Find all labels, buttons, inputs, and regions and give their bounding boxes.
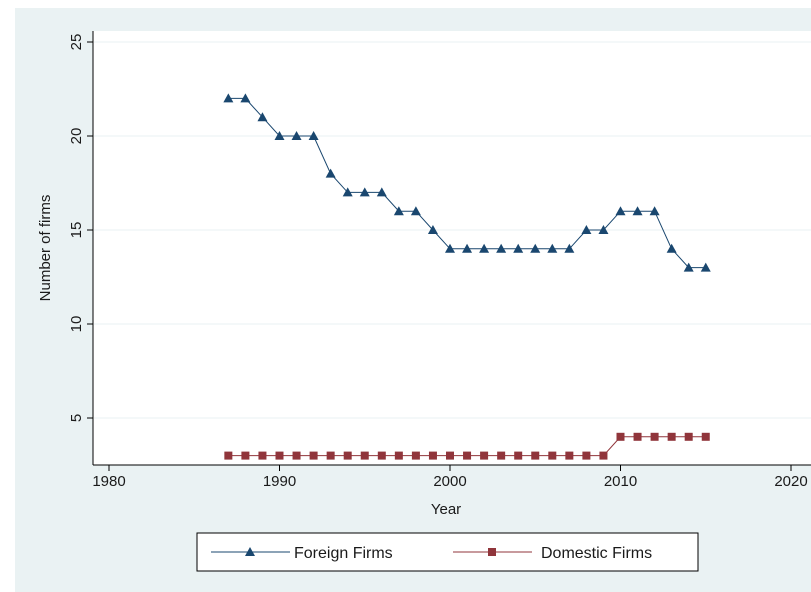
data-point-square	[548, 451, 557, 460]
ticks: 5 10 15 20 25 1980 1990 2000 2010 2020	[68, 34, 808, 490]
data-point-triangle	[479, 243, 490, 253]
data-point-square	[633, 432, 642, 441]
legend-label-domestic-firms: Domestic Firms	[541, 545, 652, 562]
data-point-triangle	[700, 262, 711, 272]
series-domestic-firms	[224, 432, 710, 460]
data-point-triangle	[666, 243, 677, 253]
data-point-triangle	[513, 243, 524, 253]
data-point-square	[224, 451, 233, 460]
data-point-triangle	[308, 131, 319, 140]
x-tick-label: 1980	[92, 473, 125, 490]
y-tick-label: 5	[68, 414, 85, 422]
data-point-triangle	[223, 93, 234, 103]
data-point-triangle	[615, 206, 626, 216]
y-tick-label: 25	[68, 34, 85, 51]
data-point-square	[275, 451, 284, 460]
data-point-square	[463, 451, 472, 460]
axes	[92, 31, 811, 466]
y-axis-title: Number of firms	[37, 195, 54, 302]
y-tick-label: 10	[68, 316, 85, 333]
data-point-square	[394, 451, 403, 460]
data-point-triangle	[547, 243, 558, 253]
data-point-square	[565, 451, 574, 460]
data-point-triangle	[240, 93, 251, 103]
legend: Foreign Firms Domestic Firms	[196, 532, 699, 572]
data-point-triangle	[274, 131, 285, 140]
data-point-triangle	[342, 187, 353, 197]
x-tick-label: 2010	[604, 473, 637, 490]
data-point-square	[480, 451, 489, 460]
data-point-triangle	[427, 225, 438, 234]
grid-lines	[94, 41, 811, 419]
data-point-triangle	[257, 112, 268, 122]
data-point-square	[411, 451, 420, 460]
data-point-square	[360, 451, 369, 460]
series	[223, 93, 711, 460]
data-point-triangle	[598, 225, 609, 234]
data-point-square	[582, 451, 591, 460]
data-point-triangle	[291, 131, 302, 140]
data-point-square	[531, 451, 540, 460]
data-point-square	[497, 451, 506, 460]
y-tick-label: 15	[68, 222, 85, 239]
data-point-triangle	[649, 206, 660, 216]
data-point-triangle	[530, 243, 541, 253]
data-point-square	[241, 451, 250, 460]
data-point-triangle	[496, 243, 507, 253]
data-point-square	[292, 451, 301, 460]
data-point-triangle	[376, 187, 387, 197]
x-tick-label: 2000	[433, 473, 466, 490]
y-tick-label: 20	[68, 128, 85, 145]
data-point-square	[616, 432, 625, 441]
data-point-square	[667, 432, 676, 441]
data-point-square	[514, 451, 523, 460]
data-point-square	[326, 451, 335, 460]
data-point-triangle	[410, 206, 421, 216]
data-point-square	[428, 451, 437, 460]
legend-marker-triangle	[245, 547, 255, 556]
data-point-triangle	[683, 262, 694, 272]
series-foreign-firms	[223, 93, 711, 272]
data-point-square	[343, 451, 352, 460]
data-point-square	[258, 451, 267, 460]
data-point-triangle	[325, 168, 336, 178]
data-point-square	[650, 432, 659, 441]
x-tick-label: 1990	[263, 473, 296, 490]
data-point-square	[701, 432, 710, 441]
x-axis-title: Year	[431, 501, 461, 518]
data-point-triangle	[581, 225, 592, 234]
data-point-triangle	[462, 243, 473, 253]
data-point-triangle	[632, 206, 643, 216]
data-point-square	[684, 432, 693, 441]
x-tick-label: 2020	[774, 473, 807, 490]
data-point-square	[599, 451, 608, 460]
data-point-square	[446, 451, 454, 460]
legend-label-foreign-firms: Foreign Firms	[294, 545, 393, 562]
data-point-square	[309, 451, 318, 460]
data-point-square	[377, 451, 386, 460]
data-point-triangle	[564, 243, 575, 253]
data-point-triangle	[445, 243, 455, 253]
data-point-triangle	[359, 187, 370, 197]
data-point-triangle	[393, 206, 404, 216]
legend-marker-square	[488, 548, 496, 556]
